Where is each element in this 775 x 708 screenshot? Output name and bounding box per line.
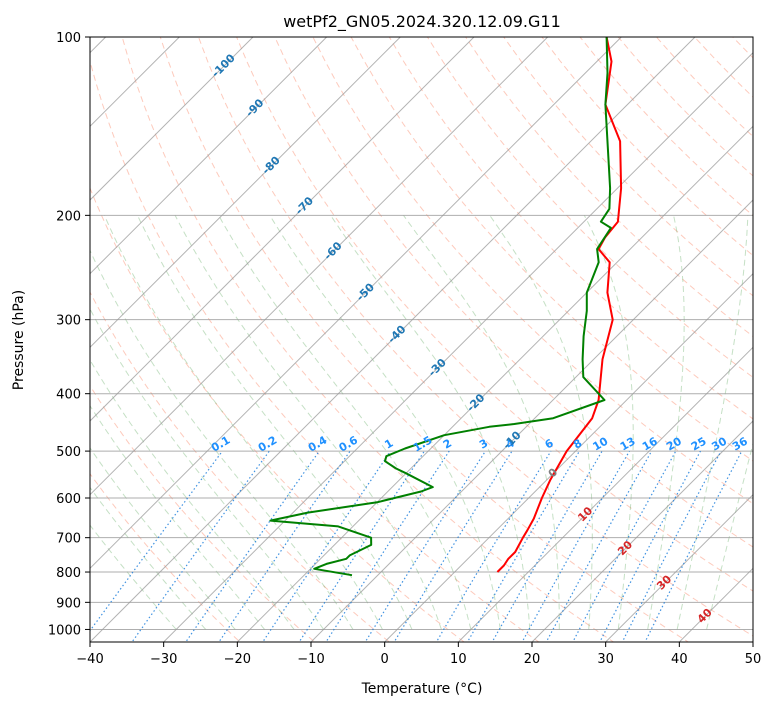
x-tick-label: 0 (381, 652, 389, 667)
isotherm-line (90, 37, 328, 275)
mixing-ratio-line (572, 450, 677, 642)
mixing-ratio-line (599, 450, 702, 642)
sounding-traces (269, 37, 623, 577)
mixing-ratio-line (435, 450, 552, 642)
isotherm-line (163, 51, 753, 642)
x-tick-label: −10 (297, 652, 324, 667)
temperature-trace (496, 37, 623, 573)
y-tick-label: 500 (56, 445, 81, 460)
isotherm-line (90, 37, 401, 349)
dry-adiabat-line (90, 59, 540, 642)
dewpoint-trace (269, 37, 612, 577)
x-tick-label: −40 (76, 652, 103, 667)
x-tick-label: 10 (450, 652, 467, 667)
dry-adiabat-line (236, 37, 753, 592)
isotherm-line (605, 493, 753, 642)
isotherm-line (90, 37, 475, 422)
y-tick-label: 1000 (48, 623, 81, 638)
mixing-ratio-line (131, 450, 270, 642)
plot-frame (89, 36, 754, 643)
isotherm-line (457, 346, 753, 642)
x-tick-label: 20 (524, 652, 541, 667)
moist-adiabat-line (90, 308, 324, 630)
isotherm-line (384, 272, 753, 642)
mixing-ratio-line (218, 450, 351, 642)
x-tick-label: 50 (745, 652, 762, 667)
mixing-ratio-line (466, 450, 580, 642)
x-tick-label: −30 (150, 652, 177, 667)
chart-title: wetPf2_GN05.2024.320.12.09.G11 (283, 12, 561, 32)
mixing-ratio-line (364, 450, 486, 642)
dry-adiabat-line (312, 37, 753, 505)
x-tick-label: 40 (671, 652, 688, 667)
axes: −40 −30 −20 −10 0 10 20 30 40 50 100 200 300 400 500 60… (48, 31, 761, 667)
isotherm-line (90, 37, 622, 570)
y-tick-label: 800 (56, 566, 81, 581)
x-tick-label: 30 (597, 652, 614, 667)
x-axis-title: Temperature (°C) (361, 681, 483, 697)
y-tick-label: 200 (56, 209, 81, 224)
dry-adiabat-line (503, 37, 753, 297)
mixing-ratio-line (262, 450, 392, 642)
isotherm-line (531, 420, 753, 642)
y-tick-label: 100 (56, 31, 81, 46)
mixing-ratio-line (393, 450, 513, 642)
y-tick-label: 300 (56, 314, 81, 329)
x-tick-label: −20 (224, 652, 251, 667)
y-axis-title: Pressure (hPa) (11, 290, 27, 390)
dry-adiabat-line (90, 186, 465, 642)
dry-adiabat-line (198, 37, 753, 637)
y-tick-label: 600 (56, 492, 81, 507)
isotherm-line (310, 199, 753, 642)
mixing-ratio-line (545, 450, 653, 642)
mixing-ratio-line (325, 450, 450, 642)
dry-adiabat-line (121, 37, 615, 642)
y-tick-label: 900 (56, 596, 81, 611)
background-lines (90, 37, 753, 642)
mixing-ratio-line (491, 450, 603, 642)
y-tick-label: 400 (56, 388, 81, 403)
mixing-ratio-line (298, 450, 425, 642)
dry-adiabat-line (465, 37, 753, 338)
isotherm-line (90, 37, 549, 496)
isotherm-line (90, 37, 696, 642)
isotherm-line (90, 37, 254, 201)
isotherm-line (236, 125, 753, 642)
y-tick-label: 700 (56, 532, 81, 547)
